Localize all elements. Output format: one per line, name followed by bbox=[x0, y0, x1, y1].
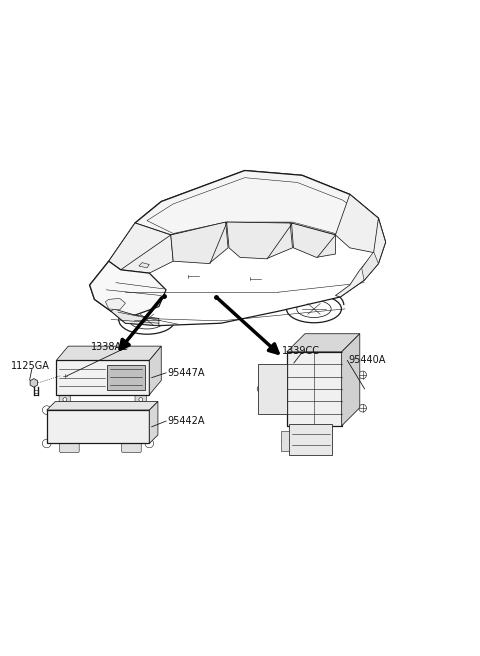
Text: 95447A: 95447A bbox=[168, 368, 205, 378]
Polygon shape bbox=[362, 252, 378, 280]
Polygon shape bbox=[171, 222, 228, 264]
Text: 1339CC: 1339CC bbox=[282, 346, 320, 356]
Polygon shape bbox=[289, 424, 332, 455]
Circle shape bbox=[63, 398, 67, 401]
Text: 1338AC: 1338AC bbox=[91, 342, 129, 352]
Polygon shape bbox=[30, 379, 37, 387]
FancyBboxPatch shape bbox=[59, 392, 71, 405]
Polygon shape bbox=[90, 261, 166, 315]
Circle shape bbox=[139, 398, 143, 401]
Polygon shape bbox=[258, 364, 287, 414]
Polygon shape bbox=[149, 401, 158, 443]
Text: 1125GA: 1125GA bbox=[11, 361, 50, 371]
Polygon shape bbox=[90, 171, 385, 325]
Circle shape bbox=[282, 438, 288, 444]
Polygon shape bbox=[56, 346, 161, 360]
Polygon shape bbox=[336, 194, 385, 253]
Polygon shape bbox=[227, 222, 292, 259]
Polygon shape bbox=[108, 365, 144, 390]
Polygon shape bbox=[149, 346, 161, 395]
FancyBboxPatch shape bbox=[135, 392, 146, 405]
Polygon shape bbox=[287, 352, 342, 426]
Circle shape bbox=[267, 394, 276, 403]
Polygon shape bbox=[109, 223, 173, 273]
FancyBboxPatch shape bbox=[121, 441, 141, 453]
Polygon shape bbox=[342, 334, 360, 426]
Text: 95442A: 95442A bbox=[168, 416, 205, 426]
Circle shape bbox=[359, 404, 366, 412]
Polygon shape bbox=[47, 401, 158, 410]
Polygon shape bbox=[111, 309, 159, 325]
Polygon shape bbox=[47, 410, 149, 443]
FancyBboxPatch shape bbox=[60, 441, 79, 453]
Circle shape bbox=[257, 386, 264, 392]
Polygon shape bbox=[281, 430, 289, 451]
Circle shape bbox=[359, 371, 366, 379]
Polygon shape bbox=[135, 171, 378, 235]
Polygon shape bbox=[106, 298, 125, 310]
Polygon shape bbox=[336, 218, 385, 297]
Circle shape bbox=[61, 373, 68, 379]
Circle shape bbox=[32, 380, 36, 385]
Polygon shape bbox=[139, 262, 149, 268]
Circle shape bbox=[101, 424, 106, 429]
Text: 95440A: 95440A bbox=[349, 356, 386, 365]
Polygon shape bbox=[56, 360, 149, 395]
Polygon shape bbox=[287, 334, 360, 352]
Circle shape bbox=[267, 373, 276, 382]
Polygon shape bbox=[291, 223, 336, 257]
